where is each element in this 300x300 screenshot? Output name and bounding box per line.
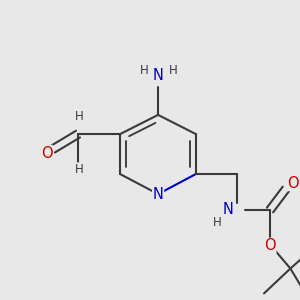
Text: H: H [75,163,84,176]
Text: H: H [169,64,178,77]
Text: N: N [153,68,164,82]
Text: N: N [153,187,164,202]
Text: O: O [288,176,299,190]
Text: H: H [140,64,149,77]
Text: H: H [75,110,84,123]
Text: H: H [213,215,222,229]
Text: O: O [264,238,276,253]
Text: O: O [41,146,52,160]
Text: O: O [41,146,52,160]
Text: N: N [223,202,233,217]
Text: O: O [264,238,276,253]
Text: N: N [223,202,233,217]
Text: O: O [288,176,299,190]
Text: H: H [140,64,149,77]
Text: N: N [153,187,164,202]
Text: H: H [75,163,84,176]
Text: H: H [75,110,84,123]
Text: H: H [213,215,222,229]
Text: N: N [153,68,164,82]
Text: H: H [169,64,178,77]
